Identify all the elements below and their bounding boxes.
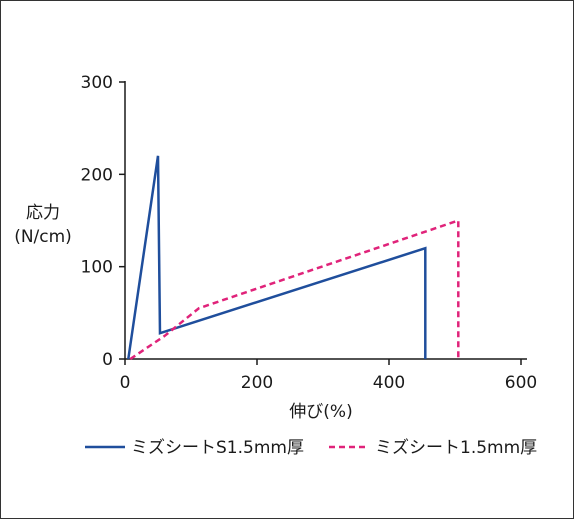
legend-label-series-1: ミズシートS1.5mm厚 — [131, 438, 304, 458]
y-tick-label: 0 — [102, 350, 113, 370]
y-tick-label: 200 — [81, 165, 113, 185]
legend-label-series-2: ミズシート1.5mm厚 — [375, 438, 537, 458]
legend: ミズシートS1.5mm厚 ミズシート1.5mm厚 — [85, 438, 537, 458]
x-tick-label: 400 — [373, 373, 405, 393]
x-axis-title: 伸び(%) — [289, 402, 352, 422]
x-tick-label: 600 — [505, 373, 537, 393]
y-axis-title-line1: 応力 — [26, 203, 60, 223]
x-tick-label: 0 — [120, 373, 131, 393]
y-tick-label: 100 — [81, 258, 113, 278]
series-line-2 — [129, 218, 460, 361]
series-line-1 — [127, 155, 427, 360]
axis-ticks: 0 100 200 300 0 200 400 600 — [81, 73, 538, 393]
x-tick-label: 200 — [241, 373, 273, 393]
series-layer — [127, 155, 460, 361]
y-tick-label: 300 — [81, 73, 113, 93]
y-axis-title-line2: (N/cm) — [14, 227, 72, 247]
